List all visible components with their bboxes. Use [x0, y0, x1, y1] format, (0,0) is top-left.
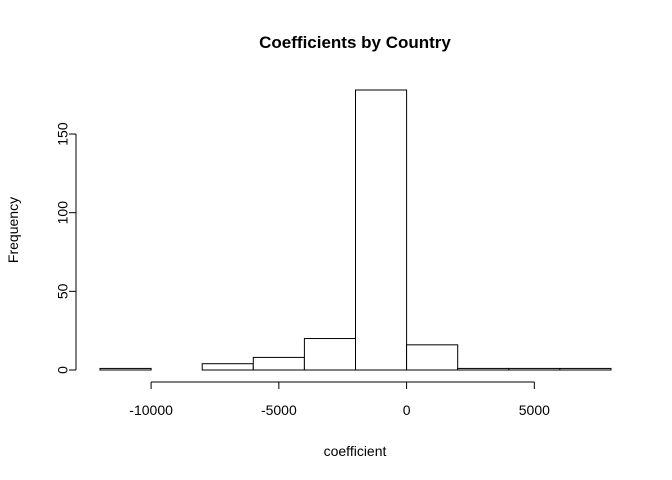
histogram-bar — [406, 344, 459, 371]
y-tick-label: 100 — [55, 201, 71, 225]
x-axis-label: coefficient — [324, 443, 387, 459]
histogram-bar — [201, 363, 254, 371]
y-axis: 0 50 100 150 — [55, 122, 77, 374]
histogram-bar — [559, 367, 612, 371]
x-tick-label: -10000 — [129, 402, 173, 418]
histogram-bar — [99, 367, 152, 371]
x-tick-label: 0 — [403, 402, 411, 418]
chart-title: Coefficients by Country — [259, 33, 451, 52]
histogram-bar — [508, 367, 561, 371]
x-tick-label: -5000 — [261, 402, 297, 418]
bars-group — [99, 89, 612, 371]
y-tick-label: 0 — [55, 366, 71, 374]
y-tick-label: 50 — [55, 283, 71, 299]
histogram-bar — [252, 356, 305, 371]
x-axis: -10000 -5000 0 5000 — [129, 381, 550, 418]
y-tick-label: 150 — [55, 122, 71, 146]
histogram-bar — [303, 338, 356, 371]
x-tick-label: 5000 — [519, 402, 550, 418]
y-axis-label: Frequency — [5, 197, 21, 263]
histogram-bar — [355, 89, 408, 371]
histogram-bar — [457, 367, 510, 371]
